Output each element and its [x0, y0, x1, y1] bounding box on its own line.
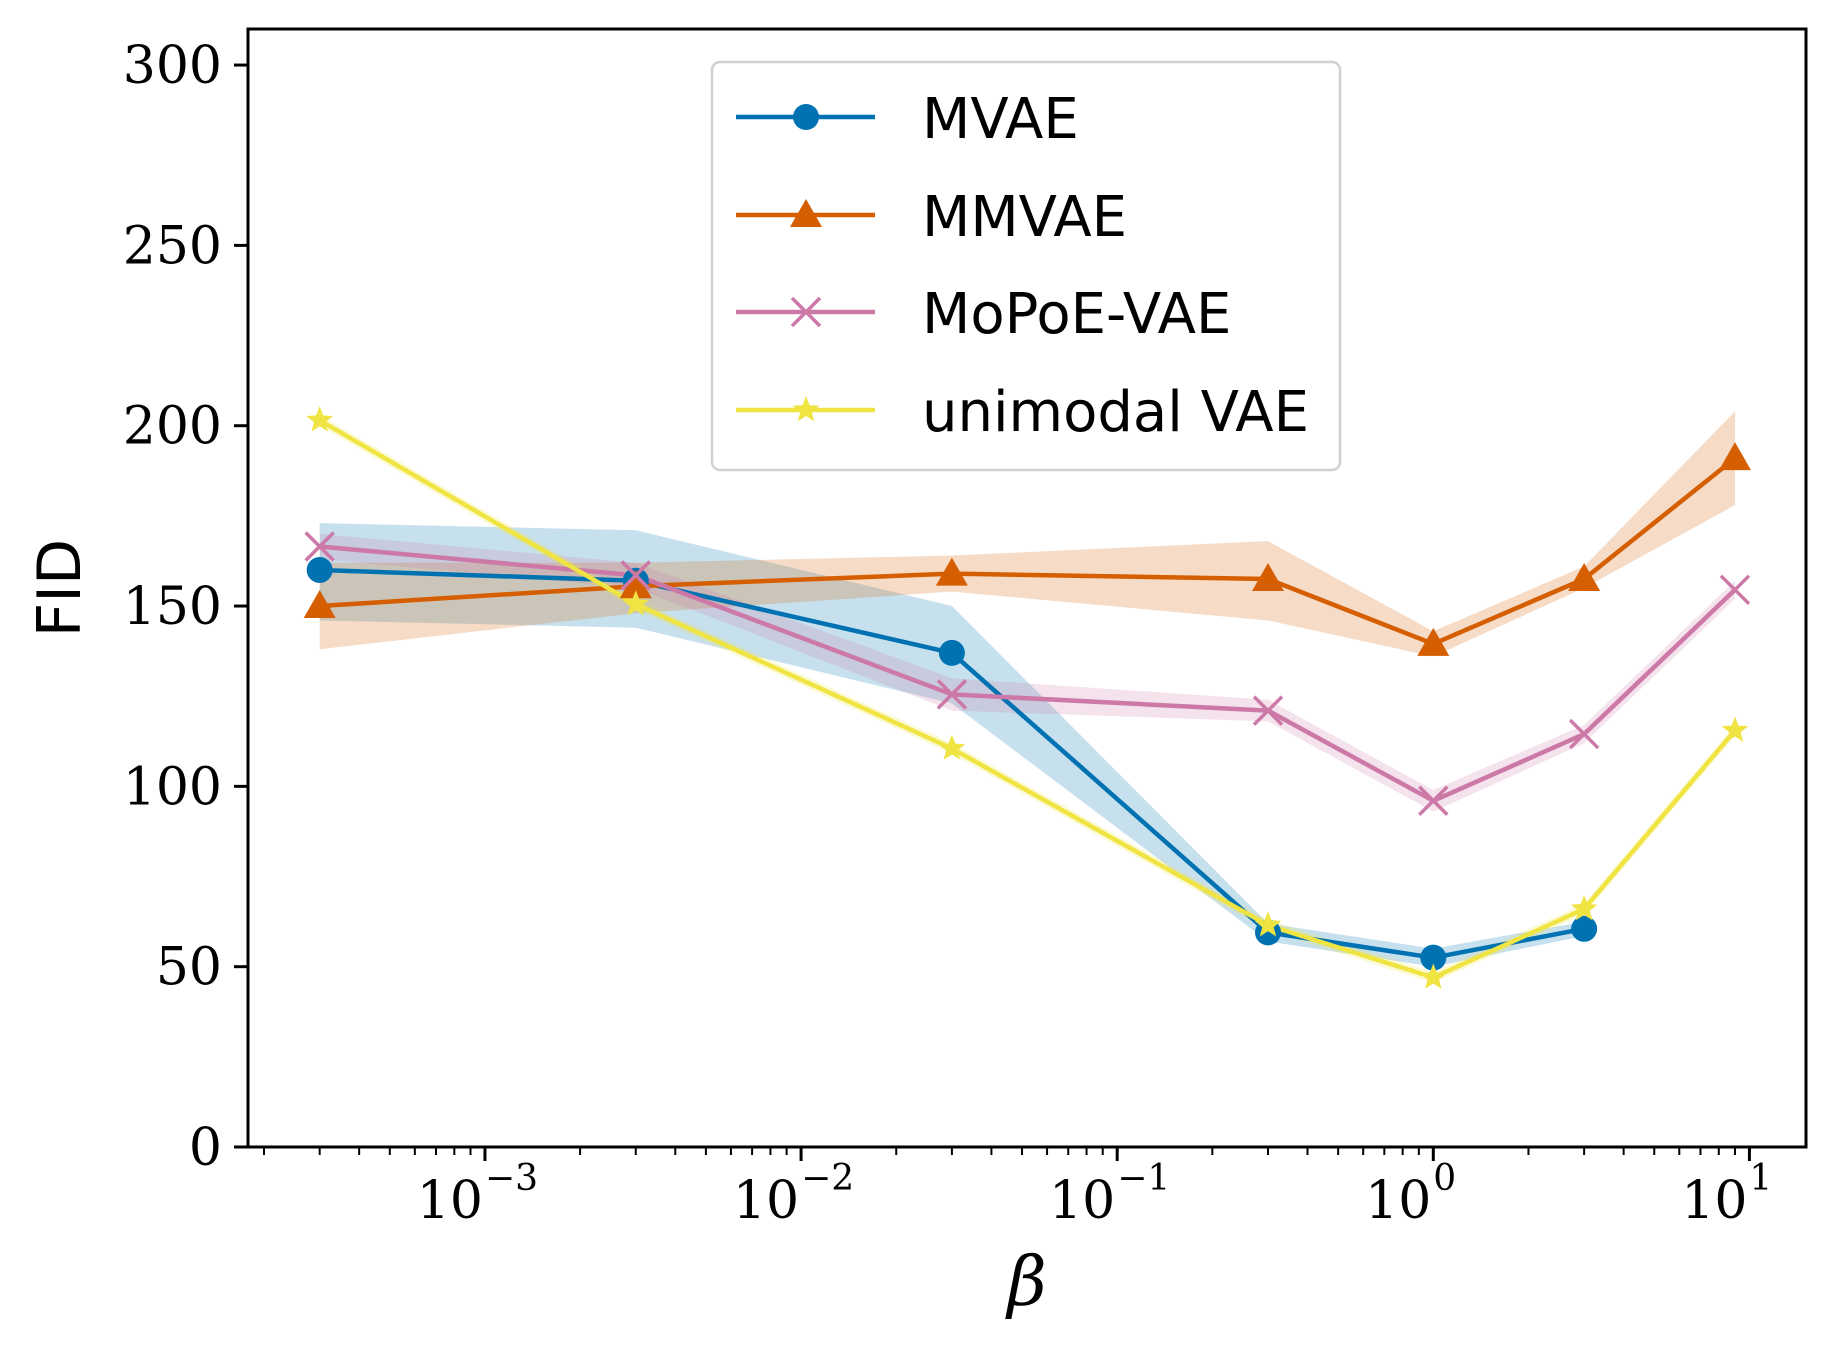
legend-item-mmvae: MMVAE [736, 185, 1127, 250]
unimodal-vae-point [1254, 911, 1282, 937]
mmvae-point [1417, 627, 1450, 656]
mopoe-vae-point [620, 560, 652, 591]
x-tick-exponent: −3 [485, 1158, 538, 1199]
y-tick-label: 300 [123, 36, 222, 96]
x-axis-label: β [1004, 1243, 1046, 1322]
x-tick-exponent: −1 [1117, 1158, 1170, 1199]
unimodal-vae-point [1420, 963, 1447, 989]
legend-label: unimodal VAE [922, 380, 1309, 445]
mopoe-vae-point [1418, 785, 1449, 817]
x-tick-base: 10 [1681, 1171, 1747, 1231]
x-tick-exponent: 1 [1749, 1158, 1772, 1199]
y-tick-label: 100 [123, 757, 222, 817]
unimodal-vae-point [622, 590, 650, 616]
legend-label: MMVAE [922, 185, 1127, 250]
mopoe-vae-point [936, 679, 968, 710]
x-tick-base: 10 [417, 1171, 483, 1231]
legend-item-unimodal-vae: unimodal VAE [736, 380, 1309, 445]
mmvae-point [935, 557, 968, 586]
unimodal-vae-point [306, 406, 333, 432]
x-axis-ticks: 10 −3 10 −2 10 −1 10 0 10 1 [262, 1147, 1772, 1231]
y-tick-label: 250 [123, 216, 222, 276]
x-tick-exponent: −2 [801, 1158, 854, 1199]
mvae-point [938, 639, 965, 666]
mmvae-point [619, 570, 652, 599]
legend-box [710, 60, 1342, 472]
mopoe-vae-point [1568, 718, 1600, 750]
y-tick-label: 200 [123, 397, 222, 457]
y-tick-label: 150 [123, 577, 222, 637]
unimodal-vae-point [1570, 895, 1598, 921]
mvae-point [1420, 944, 1447, 971]
x-tick-label: 10 0 [1365, 1158, 1456, 1231]
mopoe-vae-point [1252, 695, 1284, 726]
legend-marker-x-icon [790, 296, 822, 328]
mvae-band [319, 523, 1585, 967]
x-tick-label: 10 1 [1681, 1158, 1772, 1231]
axes-frame [246, 27, 1808, 1149]
legend-item-mopoe-vae: MoPoE-VAE [736, 282, 1231, 347]
x-tick-exponent: 0 [1433, 1158, 1456, 1199]
legend-marker-triangle-icon [790, 199, 822, 227]
series-markers [303, 406, 1751, 989]
x-tick-base: 10 [1049, 1171, 1115, 1231]
x-tick-label: 10 −3 [417, 1158, 538, 1231]
mvae-point [306, 556, 333, 583]
x-tick-label: 10 −2 [733, 1158, 854, 1231]
mmvae-point [1252, 562, 1285, 591]
mopoe-vae-point [304, 531, 335, 562]
mvae-line [319, 567, 1585, 960]
x-tick-label: 10 −1 [1049, 1158, 1170, 1231]
unimodal-vae-point [938, 734, 966, 760]
legend-item-mvae: MVAE [736, 87, 1079, 152]
legend-label: MoPoE-VAE [922, 282, 1231, 347]
legend: MVAE MMVAE MoPoE-VAE unimodal VAE [710, 60, 1342, 472]
x-tick-base: 10 [1365, 1171, 1431, 1231]
mmvae-point [1718, 442, 1751, 471]
x-tick-base: 10 [733, 1171, 799, 1231]
mopoe-vae-point [1719, 574, 1751, 606]
y-tick-label: 50 [156, 938, 222, 998]
mmvae-band [319, 411, 1736, 657]
y-axis-ticks: 0 50 100 150 200 250 300 [123, 36, 248, 1178]
legend-marker-circle-icon [793, 104, 819, 130]
y-axis-label: FID [25, 539, 95, 637]
y-tick-label: 0 [189, 1118, 222, 1178]
unimodal-vae-point [1721, 716, 1749, 742]
mmvae-point [303, 590, 336, 619]
mmvae-point [1568, 562, 1601, 591]
mvae-point [1571, 915, 1598, 942]
legend-marker-star-icon [792, 396, 820, 422]
legend-label: MVAE [922, 87, 1079, 152]
